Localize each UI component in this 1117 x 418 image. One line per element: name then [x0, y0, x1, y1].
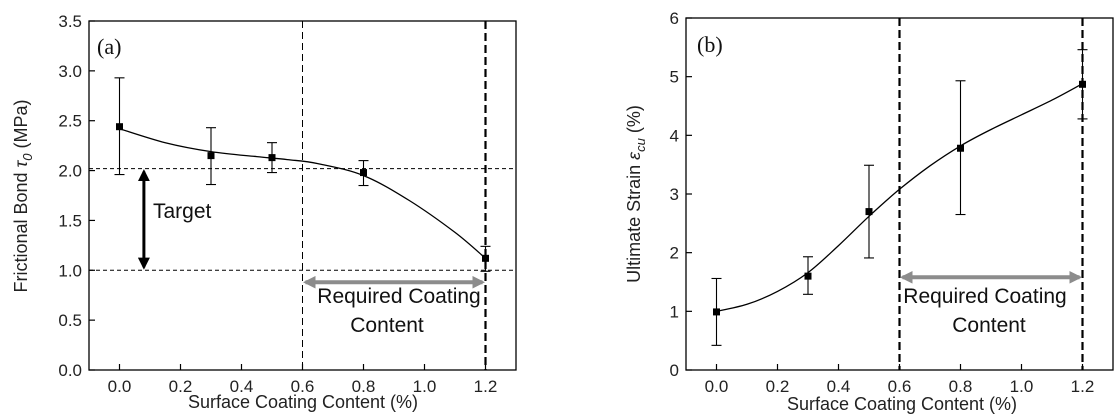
data-point: [865, 208, 873, 216]
panel-label-a: (a): [97, 34, 121, 59]
data-point: [713, 308, 720, 316]
x-tick-label-a: 0.8: [352, 377, 376, 396]
data-point: [360, 169, 367, 177]
y-tick-label-a: 1.5: [58, 211, 82, 230]
fit-curve-a: [119, 128, 486, 259]
y-axis-title-b-sub: cu: [633, 138, 648, 152]
x-axis-title-a: Surface Coating Content (%): [188, 392, 418, 412]
plot-frame-a: [88, 20, 517, 371]
y-axis-title-a-main: Frictional Bond: [11, 167, 31, 292]
y-tick-label-b: 4: [670, 126, 679, 145]
panel-b: (b) Surface Coating Content (%) Ultimate…: [624, 9, 1114, 414]
x-tick-label-b: 0.8: [949, 377, 973, 396]
data-point: [1079, 80, 1086, 88]
y-axis-title-b: Ultimate Strain εcu (%): [624, 105, 648, 283]
y-tick-label-b: 2: [670, 244, 679, 263]
reference-lines-b: [898, 18, 1084, 370]
ticks-a: 0.0 0.2 0.4 0.6 0.8 1.0 1.2 0.0 0.5 1.0 1.5 2.0 2.5 3…: [58, 12, 497, 396]
y-tick-label-b: 6: [670, 9, 679, 28]
x-axis-title-b: Surface Coating Content (%): [787, 394, 1017, 414]
y-axis-title-a-symbol: τ: [11, 159, 31, 167]
y-axis-title-a-sub: 0: [20, 153, 35, 161]
x-tick-label-b: 0.0: [705, 377, 729, 396]
y-axis-title-a-unit: (MPa): [11, 99, 31, 153]
y-axis-title-b-main: Ultimate Strain: [624, 160, 644, 283]
target-label: Target: [153, 200, 212, 223]
x-tick-label-b: 1.0: [1010, 377, 1034, 396]
panel-label-b: (b): [697, 32, 723, 57]
data-point: [482, 254, 489, 262]
y-tick-label-b: 1: [670, 302, 679, 321]
annotation-a-line1: Required Coating: [317, 285, 480, 308]
y-tick-label-b: 5: [670, 68, 679, 87]
y-axis-title-b-unit: (%): [624, 105, 644, 138]
x-tick-label-b: 0.2: [766, 377, 790, 396]
data-marks-a: [114, 77, 491, 272]
x-tick-label-b: 0.6: [888, 377, 912, 396]
annotation-b-line2: Content: [952, 314, 1026, 337]
data-marks-b: [711, 49, 1088, 346]
data-point: [804, 272, 812, 280]
y-tick-label-a: 1.0: [58, 261, 82, 280]
x-tick-label-a: 0.6: [291, 377, 315, 396]
y-tick-label-a: 2.5: [58, 112, 82, 131]
data-point: [268, 154, 276, 162]
x-tick-label-a: 0.0: [108, 377, 132, 396]
y-tick-label-a: 3.5: [58, 12, 82, 31]
x-tick-label-a: 1.2: [474, 377, 498, 396]
x-tick-label-a: 0.2: [169, 377, 193, 396]
data-point: [116, 123, 123, 131]
data-point: [207, 152, 215, 160]
x-tick-label-b: 0.4: [827, 377, 851, 396]
y-tick-label-a: 3.0: [58, 62, 82, 81]
data-point: [957, 144, 964, 152]
ticks-b: 0.0 0.2 0.4 0.6 0.8 1.0 1.2 0 1 2 3 4 5 6: [670, 9, 1095, 396]
fit-curve-b: [716, 83, 1083, 312]
y-tick-label-a: 0.5: [58, 311, 82, 330]
x-tick-label-a: 0.4: [230, 377, 254, 396]
annotation-b-line1: Required Coating: [903, 285, 1066, 308]
reference-lines-a: [89, 21, 516, 370]
x-tick-label-b: 1.2: [1071, 377, 1095, 396]
y-axis-title-a: Frictional Bond τ0 (MPa): [11, 99, 35, 292]
y-tick-label-a: 2.0: [58, 162, 82, 181]
y-tick-label-b: 3: [670, 185, 679, 204]
y-tick-label-b: 0: [670, 361, 679, 380]
y-tick-label-a: 0.0: [58, 361, 82, 380]
panel-a: (a) Surface Coating Content (%) Friction…: [11, 12, 517, 412]
y-axis-title-b-symbol: ε: [624, 151, 644, 160]
annotation-a-line2: Content: [350, 314, 424, 337]
x-tick-label-a: 1.0: [413, 377, 437, 396]
